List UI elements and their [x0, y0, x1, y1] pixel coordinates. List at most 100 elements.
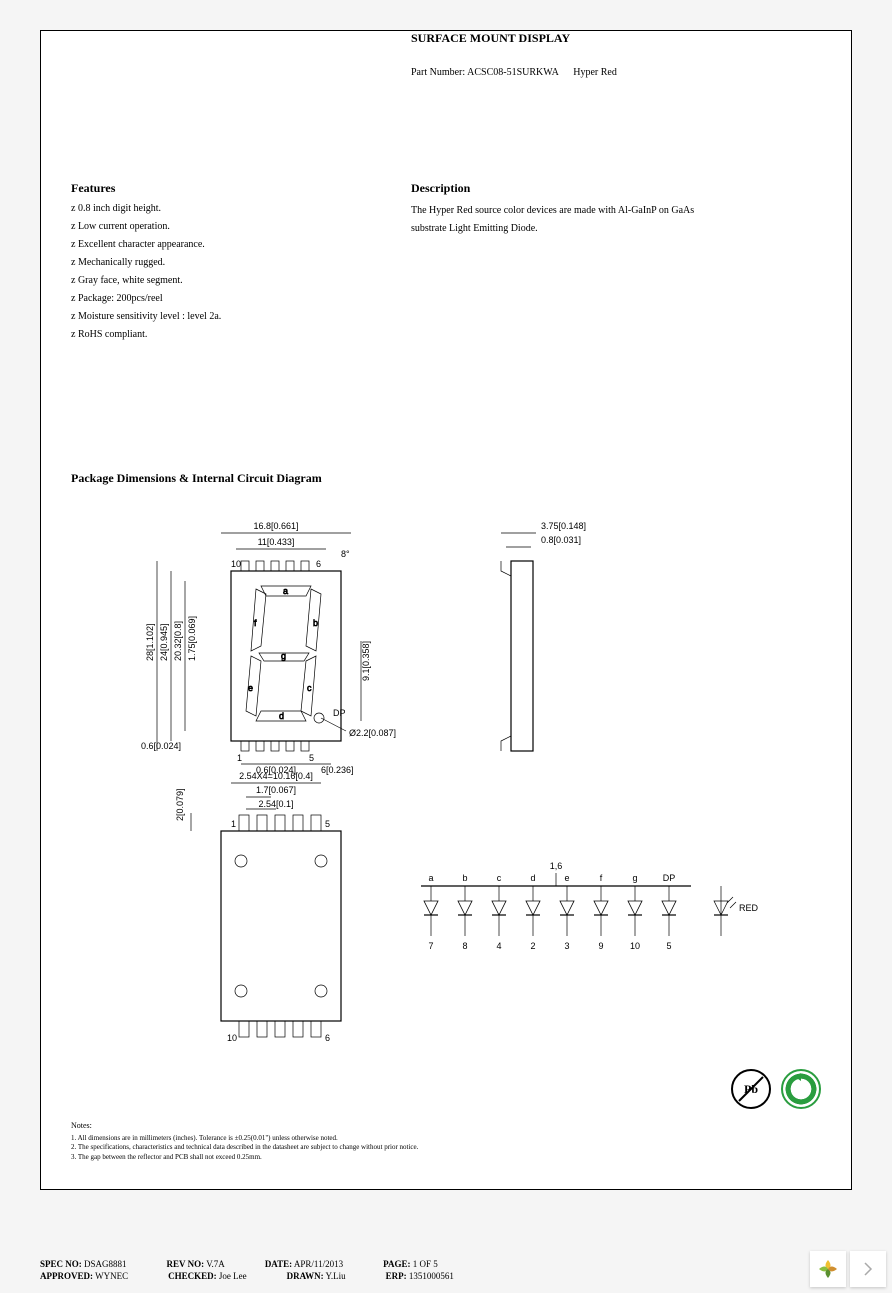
- part-label: Part Number:: [411, 67, 465, 78]
- svg-text:f: f: [254, 618, 257, 628]
- svg-text:9: 9: [598, 941, 603, 951]
- svg-text:1,6: 1,6: [550, 861, 563, 871]
- compliance-icons: Pb: [731, 1069, 821, 1109]
- svg-text:g: g: [281, 651, 286, 661]
- svg-text:9.1[0.358]: 9.1[0.358]: [361, 641, 371, 681]
- svg-text:16.8[0.661]: 16.8[0.661]: [253, 521, 298, 531]
- note-item: 2. The specifications, characteristics a…: [71, 1143, 418, 1153]
- svg-text:a: a: [283, 586, 288, 596]
- approved-value: WYNEC: [95, 1271, 128, 1281]
- svg-text:DP: DP: [333, 708, 346, 718]
- part-number: ACSC08-51SURKWA: [467, 67, 558, 78]
- svg-text:c: c: [307, 683, 312, 693]
- svg-text:d: d: [530, 873, 535, 883]
- svg-text:6: 6: [316, 559, 321, 569]
- svg-text:11[0.433]: 11[0.433]: [258, 537, 295, 547]
- svg-text:6: 6: [325, 1033, 330, 1043]
- checked-label: CHECKED:: [168, 1271, 217, 1281]
- package-dimensions-title: Package Dimensions & Internal Circuit Di…: [71, 471, 322, 486]
- feature-item: Excellent character appearance.: [71, 238, 371, 252]
- spec-label: SPEC NO:: [40, 1259, 82, 1269]
- svg-text:1.75[0.069]: 1.75[0.069]: [187, 616, 197, 661]
- svg-text:10: 10: [231, 559, 241, 569]
- rohs-icon: [781, 1069, 821, 1109]
- svg-text:2.54[0.1]: 2.54[0.1]: [258, 799, 293, 809]
- svg-text:1.7[0.067]: 1.7[0.067]: [256, 785, 296, 795]
- description-section: Description The Hyper Red source color d…: [411, 181, 731, 238]
- nav-widget: [810, 1251, 886, 1287]
- technical-drawings: 16.8[0.661] 11[0.433] 8° 10 6: [141, 501, 781, 1061]
- part-color: Hyper Red: [573, 67, 617, 78]
- svg-text:b: b: [313, 618, 318, 628]
- feature-item: Gray face, white segment.: [71, 274, 371, 288]
- svg-text:2: 2: [530, 941, 535, 951]
- svg-text:RED: RED: [739, 903, 759, 913]
- svg-text:b: b: [462, 873, 467, 883]
- erp-value: 1351000561: [409, 1271, 454, 1281]
- approved-label: APPROVED:: [40, 1271, 93, 1281]
- note-item: 1. All dimensions are in millimeters (in…: [71, 1134, 418, 1144]
- feature-item: 0.8 inch digit height.: [71, 202, 371, 216]
- date-label: DATE:: [265, 1259, 292, 1269]
- notes-section: Notes: 1. All dimensions are in millimet…: [71, 1120, 418, 1163]
- svg-text:2[0.079]: 2[0.079]: [175, 788, 185, 821]
- svg-text:5: 5: [325, 819, 330, 829]
- svg-text:5: 5: [666, 941, 671, 951]
- drawn-label: DRAWN:: [287, 1271, 324, 1281]
- svg-text:6[0.236]: 6[0.236]: [321, 765, 354, 775]
- feature-item: Moisture sensitivity level : level 2a.: [71, 310, 371, 324]
- svg-text:d: d: [279, 711, 284, 721]
- checked-value: Joe Lee: [219, 1271, 247, 1281]
- feature-item: Mechanically rugged.: [71, 256, 371, 270]
- part-number-line: Part Number: ACSC08-51SURKWA Hyper Red: [411, 67, 617, 78]
- features-section: Features 0.8 inch digit height. Low curre…: [71, 181, 371, 346]
- svg-text:10: 10: [227, 1033, 237, 1043]
- datasheet-page: SURFACE MOUNT DISPLAY Part Number: ACSC0…: [40, 30, 852, 1190]
- svg-text:7: 7: [428, 941, 433, 951]
- svg-text:DP: DP: [663, 873, 676, 883]
- rev-label: REV NO:: [167, 1259, 205, 1269]
- notes-title: Notes:: [71, 1120, 418, 1131]
- spec-value: DSAG8881: [84, 1259, 127, 1269]
- feature-item: Package: 200pcs/reel: [71, 292, 371, 306]
- page-value: 1 OF 5: [413, 1259, 438, 1269]
- svg-text:c: c: [497, 873, 502, 883]
- svg-text:1: 1: [237, 753, 242, 763]
- svg-text:4: 4: [496, 941, 501, 951]
- svg-text:R0.6[0.024]: R0.6[0.024]: [141, 741, 181, 751]
- svg-text:10: 10: [630, 941, 640, 951]
- rev-value: V.7A: [206, 1259, 225, 1269]
- description-text: The Hyper Red source color devices are m…: [411, 202, 731, 238]
- circuit-diagram: 1,6 a 7 b 8 c 4 d 2 e 3: [421, 861, 759, 951]
- feature-item: Low current operation.: [71, 220, 371, 234]
- date-value: APR/11/2013: [294, 1259, 343, 1269]
- svg-text:3: 3: [564, 941, 569, 951]
- svg-text:5: 5: [309, 753, 314, 763]
- svg-text:e: e: [564, 873, 569, 883]
- svg-text:Ø2.2[0.087]: Ø2.2[0.087]: [349, 728, 396, 738]
- feature-item: RoHS compliant.: [71, 328, 371, 342]
- header-title: SURFACE MOUNT DISPLAY: [411, 31, 570, 46]
- svg-text:2.54X4=10.16[0.4]: 2.54X4=10.16[0.4]: [239, 771, 313, 781]
- svg-text:f: f: [600, 873, 603, 883]
- svg-text:g: g: [632, 873, 637, 883]
- svg-text:28[1.102]: 28[1.102]: [145, 623, 155, 661]
- note-item: 3. The gap between the reflector and PCB…: [71, 1153, 418, 1163]
- svg-text:1: 1: [231, 819, 236, 829]
- description-title: Description: [411, 181, 731, 196]
- svg-text:20.32[0.8]: 20.32[0.8]: [173, 621, 183, 661]
- svg-text:0.8[0.031]: 0.8[0.031]: [541, 535, 581, 545]
- page-label: PAGE:: [383, 1259, 410, 1269]
- nav-next-button[interactable]: [850, 1251, 886, 1287]
- svg-text:a: a: [428, 873, 433, 883]
- drawn-value: Y.Liu: [326, 1271, 346, 1281]
- features-title: Features: [71, 181, 371, 196]
- svg-text:8°: 8°: [341, 549, 350, 559]
- svg-text:3.75[0.148]: 3.75[0.148]: [541, 521, 586, 531]
- erp-label: ERP:: [386, 1271, 407, 1281]
- svg-text:8: 8: [462, 941, 467, 951]
- svg-text:e: e: [248, 683, 253, 693]
- pb-free-icon: Pb: [731, 1069, 771, 1109]
- nav-logo-icon[interactable]: [810, 1251, 846, 1287]
- svg-text:24[0.945]: 24[0.945]: [159, 623, 169, 661]
